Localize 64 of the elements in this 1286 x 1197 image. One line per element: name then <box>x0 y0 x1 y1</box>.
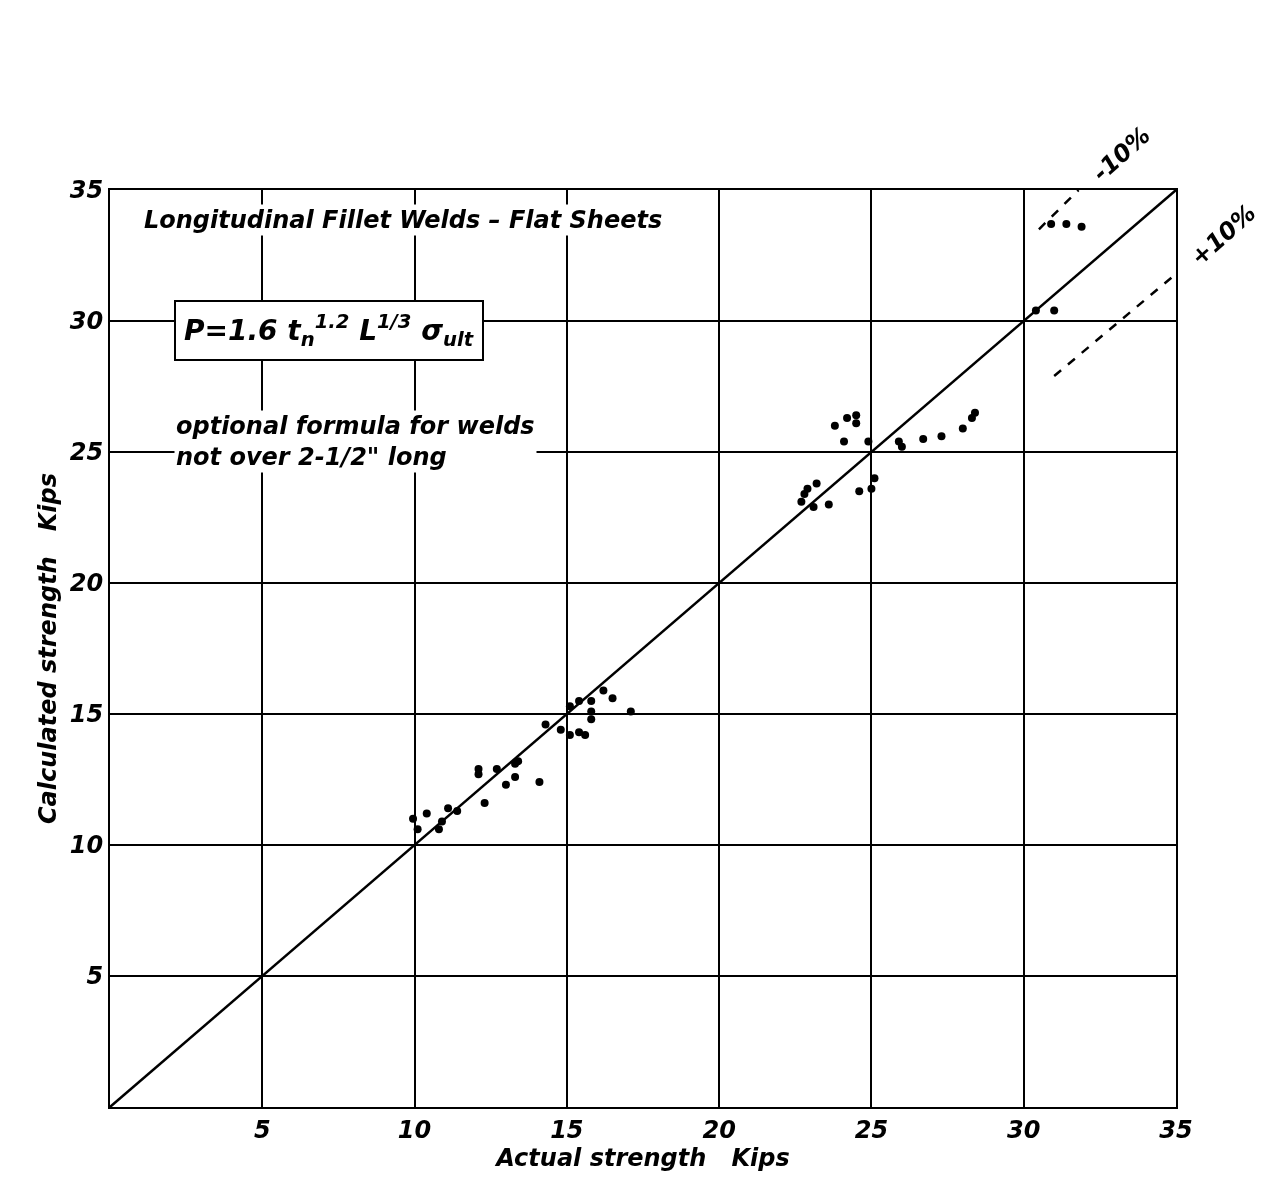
point <box>413 825 422 834</box>
point <box>1077 222 1086 231</box>
point <box>581 730 590 739</box>
point <box>511 772 520 781</box>
point <box>444 804 453 813</box>
point <box>434 825 443 834</box>
point <box>535 778 544 787</box>
point <box>501 780 510 789</box>
y-tick-label: 5 <box>86 962 104 991</box>
x-tick-label: 20 <box>702 1115 736 1144</box>
point <box>812 479 821 488</box>
point <box>587 707 596 716</box>
point <box>565 702 574 711</box>
x-tick-label: 25 <box>854 1115 889 1144</box>
x-tick-label: 10 <box>397 1115 432 1144</box>
y-axis-title: Calculated strength Kips <box>34 472 63 825</box>
point <box>797 497 806 506</box>
x-tick-label: 15 <box>550 1115 584 1144</box>
point <box>864 437 873 446</box>
y-tick-label: 25 <box>69 438 104 467</box>
point <box>587 715 596 724</box>
point <box>809 503 818 512</box>
point <box>575 728 584 737</box>
y-tick-label: 20 <box>69 569 104 598</box>
point <box>830 421 839 430</box>
annotation: optional formula for welds not over 2-1/2" long <box>176 412 535 472</box>
x-axis-title: Actual strength Kips <box>494 1143 790 1172</box>
point <box>492 765 501 774</box>
point <box>958 424 967 433</box>
point <box>1050 306 1059 315</box>
point <box>852 419 861 428</box>
point <box>626 707 635 716</box>
y-tick-label: 10 <box>69 831 104 860</box>
point <box>1047 220 1056 229</box>
point <box>843 413 852 422</box>
x-tick-label: 30 <box>1007 1115 1041 1144</box>
point <box>608 694 617 703</box>
annotation: P=1.6 t$_{n}$$^{1.2}$ L$^{1/3}$ σ$_{ult}$ <box>184 310 474 351</box>
point <box>840 437 849 446</box>
point <box>970 408 979 417</box>
point <box>919 434 928 443</box>
point <box>541 720 550 729</box>
point <box>422 809 431 818</box>
point <box>897 442 906 451</box>
point <box>565 730 574 739</box>
point <box>937 432 946 441</box>
point <box>556 725 565 734</box>
point <box>599 686 608 695</box>
y-tick-label: 15 <box>69 700 104 729</box>
y-tick-label: 35 <box>69 176 104 205</box>
point <box>587 696 596 705</box>
point <box>852 411 861 420</box>
point <box>824 500 833 509</box>
point <box>480 799 489 808</box>
point <box>803 484 812 493</box>
point <box>474 770 483 779</box>
x-tick-label: 35 <box>1159 1115 1193 1144</box>
text: Longitudinal Fillet Welds – Flat Sheets <box>144 206 663 234</box>
point <box>855 487 864 496</box>
y-tick-label: 30 <box>69 307 104 336</box>
x-tick-label: 5 <box>253 1115 271 1144</box>
point <box>409 814 418 823</box>
point <box>1062 220 1071 229</box>
point <box>867 484 876 493</box>
